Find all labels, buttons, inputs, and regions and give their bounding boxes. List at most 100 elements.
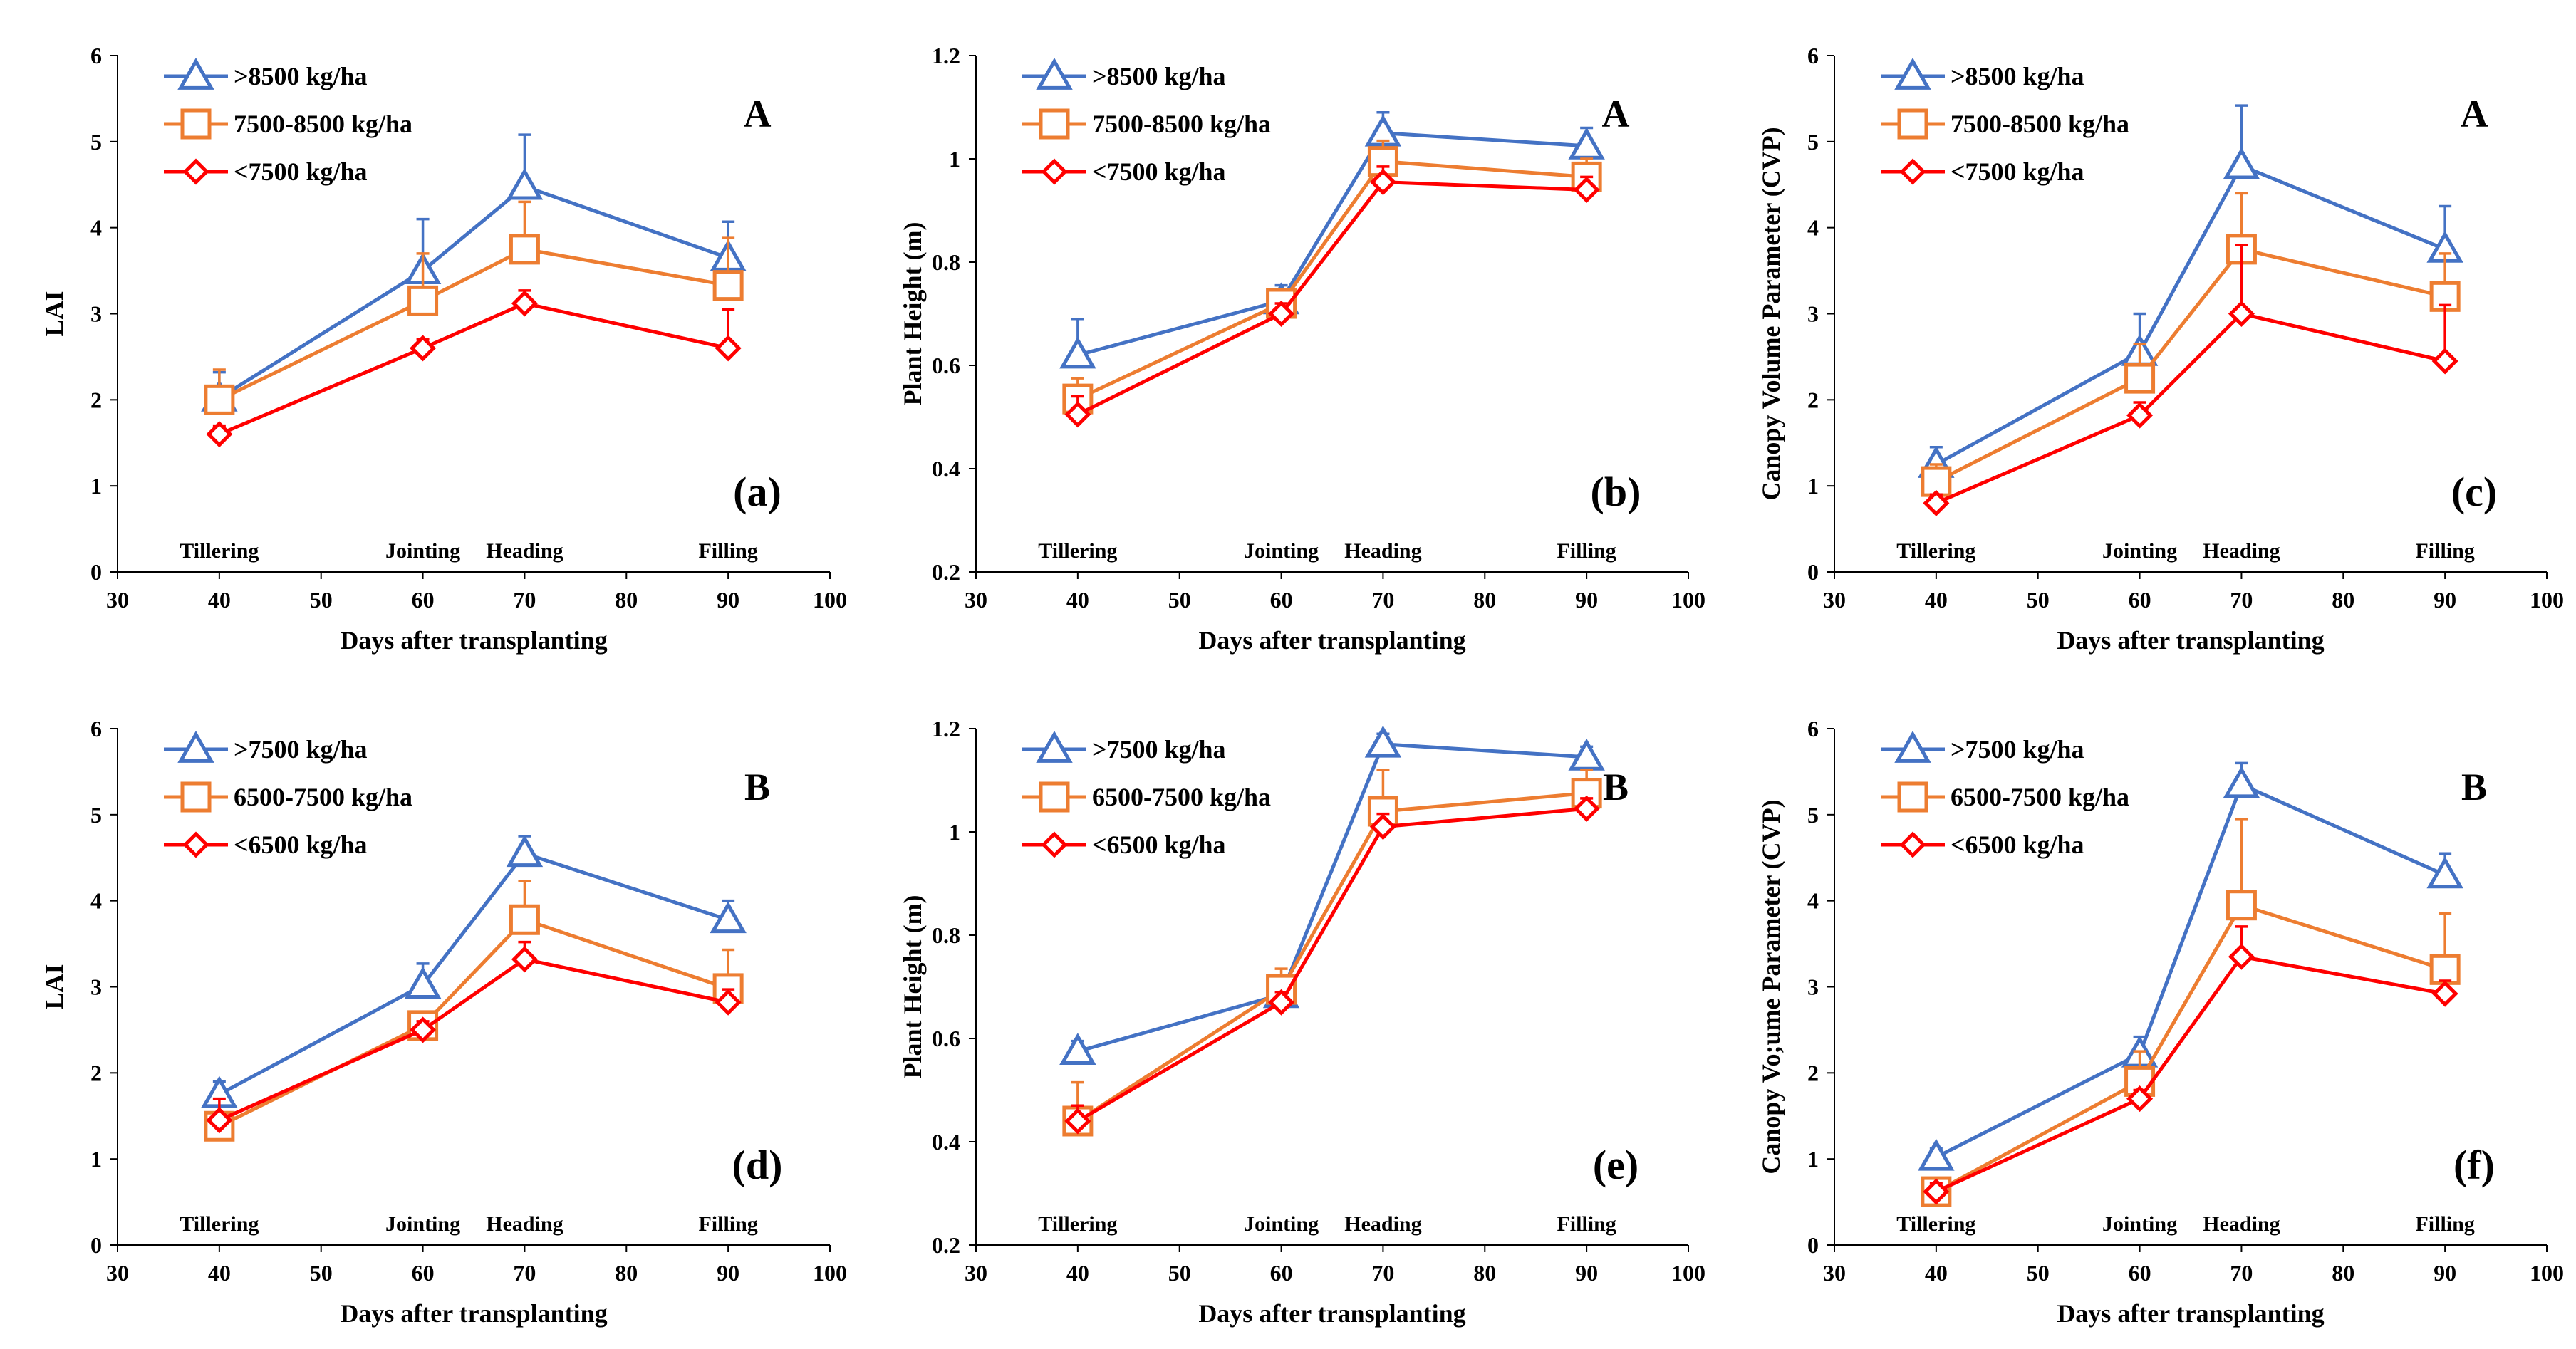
x-axis-title: Days after transplanting	[340, 626, 607, 655]
legend-label: 7500-8500 kg/ha	[1951, 110, 2129, 138]
legend-entry: <7500 kg/ha	[1881, 157, 2084, 186]
legend-entry: <6500 kg/ha	[1881, 830, 2084, 859]
data-point	[410, 335, 437, 362]
group-label: B	[744, 766, 770, 808]
data-point	[2228, 943, 2255, 970]
x-tick-label: 30	[106, 1260, 129, 1286]
series-line	[218, 957, 729, 1123]
legend-label: 6500-7500 kg/ha	[1951, 783, 2129, 811]
data-point	[407, 285, 439, 316]
x-tick-label: 40	[1066, 587, 1089, 613]
x-tick-label: 70	[2230, 587, 2253, 613]
legend-marker	[1036, 730, 1073, 763]
x-tick-label: 100	[1671, 587, 1705, 613]
x-tick-label: 50	[310, 1260, 333, 1286]
data-point	[2124, 363, 2156, 394]
growth-stage-label: Jointing	[385, 539, 460, 563]
legend-marker	[177, 57, 214, 90]
legend-label: >8500 kg/ha	[1951, 62, 2084, 90]
data-point	[2431, 980, 2458, 1007]
legend-label: 7500-8500 kg/ha	[234, 110, 412, 138]
x-axis-title: Days after transplanting	[1198, 626, 1465, 655]
y-tick-label: 6	[90, 716, 102, 741]
data-point	[1059, 336, 1096, 369]
x-tick-label: 90	[717, 1260, 739, 1286]
y-tick-label: 1	[90, 1146, 102, 1172]
series-line	[218, 851, 729, 1096]
x-tick-label: 80	[615, 1260, 638, 1286]
series-line	[1935, 247, 2446, 484]
x-tick-label: 70	[1371, 587, 1394, 613]
legend-marker	[1041, 158, 1068, 185]
growth-stage-label: Heading	[486, 1212, 563, 1236]
legend-label: 6500-7500 kg/ha	[1092, 783, 1271, 811]
growth-stage-label: Jointing	[2102, 539, 2177, 563]
data-point	[1268, 300, 1295, 328]
x-tick-label: 60	[1270, 1260, 1293, 1286]
series-line	[1935, 783, 2446, 1159]
y-tick-label: 1	[90, 473, 102, 499]
y-tick-label: 3	[1807, 974, 1819, 1000]
series-low	[1923, 244, 2458, 516]
series-low	[1064, 165, 1600, 428]
growth-stage-label: Heading	[1344, 1212, 1421, 1236]
chart-panel-f: 0 1 2 3 4 5 6 30 40 50 60 70 80 90 100 Days after trans…	[1757, 716, 2564, 1328]
y-axis-title: Canopy Vo;ume Parameter (CVP)	[1757, 799, 1785, 1174]
series-line	[1076, 791, 1587, 1123]
data-point	[2223, 766, 2260, 798]
legend-entry: 6500-7500 kg/ha	[1022, 781, 1271, 813]
panel-tag: (c)	[2451, 469, 2497, 515]
y-tick-label: 0	[90, 559, 102, 585]
x-tick-label: 90	[2434, 1260, 2456, 1286]
growth-stage-label: Jointing	[1244, 1212, 1319, 1236]
legend-marker	[1894, 57, 1931, 90]
y-tick-label: 1	[1807, 473, 1819, 499]
series-line	[1935, 164, 2446, 467]
y-tick-label: 2	[1807, 1060, 1819, 1085]
series-low	[1923, 925, 2458, 1205]
x-tick-label: 100	[1671, 1260, 1705, 1286]
legend-marker	[182, 158, 209, 185]
x-tick-label: 40	[208, 1260, 231, 1286]
legend-marker	[182, 831, 209, 858]
series-line	[1076, 180, 1587, 417]
x-tick-label: 70	[513, 587, 536, 613]
y-tick-label: 0.8	[932, 249, 960, 275]
series-mid	[204, 200, 744, 415]
series-high	[1059, 725, 1605, 1066]
y-tick-label: 3	[90, 301, 102, 327]
x-tick-label: 50	[2027, 587, 2050, 613]
series-line	[1076, 806, 1587, 1123]
y-tick-label: 4	[1807, 888, 1819, 914]
data-point	[1059, 1033, 1096, 1066]
panel-tag: (d)	[732, 1142, 783, 1188]
chart-panel-c: 0 1 2 3 4 5 6 30 40 50 60 70 80 90 100 Days after trans…	[1757, 43, 2564, 655]
x-axis-title: Days after transplanting	[340, 1299, 607, 1328]
group-label: B	[2461, 766, 2487, 808]
data-point	[1923, 1178, 1950, 1205]
series-mid	[1062, 769, 1602, 1137]
y-tick-label: 0.8	[932, 922, 960, 948]
legend-label: >7500 kg/ha	[234, 735, 368, 764]
group-label: A	[1602, 93, 1630, 135]
legend-entry: 7500-8500 kg/ha	[1881, 108, 2129, 140]
legend-entry: <7500 kg/ha	[1022, 157, 1226, 186]
x-tick-label: 40	[208, 587, 231, 613]
group-label: A	[2461, 93, 2488, 135]
data-point	[2429, 954, 2461, 985]
data-point	[710, 901, 747, 934]
x-tick-label: 30	[1823, 587, 1846, 613]
data-point	[206, 421, 233, 448]
y-tick-label: 4	[90, 215, 102, 241]
legend-marker	[1894, 730, 1931, 763]
series-line	[1935, 954, 2446, 1194]
legend-entry: 6500-7500 kg/ha	[1881, 781, 2129, 813]
y-axis-title: LAI	[40, 291, 68, 336]
x-tick-label: 90	[717, 587, 739, 613]
x-tick-label: 30	[1823, 1260, 1846, 1286]
panel-tag: (f)	[2453, 1142, 2495, 1188]
x-tick-label: 60	[412, 1260, 435, 1286]
y-axis-title: LAI	[40, 964, 68, 1009]
x-tick-label: 90	[1575, 587, 1598, 613]
data-point	[206, 1107, 233, 1134]
